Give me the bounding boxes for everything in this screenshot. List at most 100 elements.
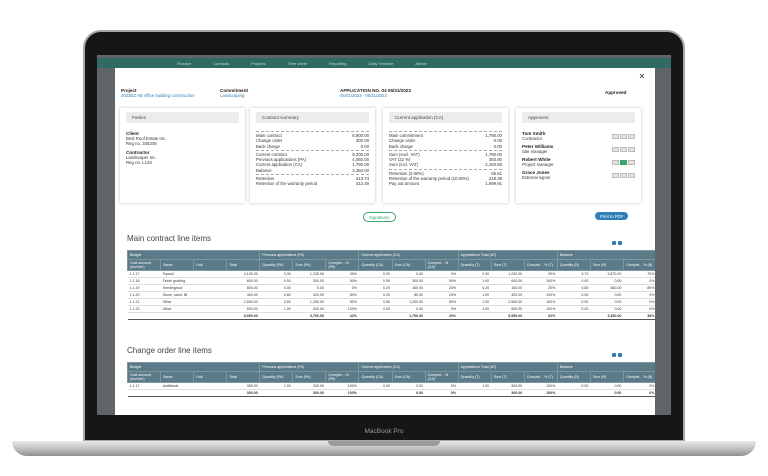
column-header: Total	[226, 371, 261, 383]
table-cell: 1.1.17	[127, 270, 161, 278]
approver-name: Peter Williams	[522, 144, 554, 149]
card-title: Current application (CA)	[389, 112, 502, 123]
contract-summary-card: Contract summary Main contract 8,900.00 Cha…	[250, 108, 375, 203]
summary-group: Main contract 8,900.00 Change order 300.00 B…	[256, 131, 369, 149]
approver-name: Grace Jones	[522, 170, 550, 175]
table-cell: 600.00	[226, 277, 260, 285]
commitment-link[interactable]: Landscaping	[220, 93, 245, 98]
summary-label: Pay out amount	[389, 181, 420, 187]
table-cell: 1.1.17	[127, 382, 161, 390]
table-cell: 100%	[524, 298, 558, 306]
table-cell: 0%	[623, 382, 655, 390]
summary-label: Back charge	[256, 143, 280, 149]
approver-role: External signer	[522, 175, 551, 180]
table-cell: 50%	[325, 277, 359, 285]
column-header: Quantity (CA)	[358, 371, 393, 383]
table-cell: 0.50	[259, 277, 293, 285]
nav-item[interactable]: Time sheet	[287, 60, 308, 66]
table-cell: 0%	[425, 305, 459, 313]
nav-item[interactable]: Finance	[177, 60, 192, 66]
table-cell: 0.70	[557, 270, 591, 278]
card-title: Parties	[126, 112, 239, 123]
summary-row: Change order 0.00	[389, 138, 502, 143]
table-cell: 300.00	[292, 389, 326, 397]
nav-item[interactable]: Admin	[415, 60, 427, 66]
column-header: Cost account (number)	[127, 259, 162, 271]
table-cell	[193, 291, 227, 299]
summary-value: 0.00	[493, 138, 502, 144]
signatures-button[interactable]: Signatures	[363, 212, 396, 222]
action-icon[interactable]	[620, 146, 627, 152]
approver-text: Peter Williams Site manager	[522, 144, 553, 154]
table-cell: 320.00	[292, 291, 326, 299]
party: Client Best Roof Estate Inc. Reg no. 34534…	[126, 131, 239, 146]
table-cell: 1.1.22	[127, 305, 161, 313]
column-header: Sum (T)	[490, 371, 525, 383]
action-icon[interactable]	[612, 172, 619, 178]
project-link[interactable]: 2023EZ AB office building construction	[121, 93, 195, 98]
nav-item[interactable]: Contacts	[213, 60, 230, 66]
table-cell: Finish grading	[160, 277, 194, 285]
nav-item[interactable]: Reporting	[329, 60, 347, 66]
table-cell: 1.00	[458, 291, 492, 299]
action-icon[interactable]	[620, 172, 627, 178]
table-icon[interactable]	[612, 241, 616, 245]
table-cell: 0.30	[458, 270, 492, 278]
table-cell	[127, 312, 161, 320]
header-group: Budget	[127, 250, 261, 260]
laptop-base	[12, 441, 756, 456]
table-cell: 100%	[325, 305, 359, 313]
table-cell: 50%	[325, 298, 359, 306]
table-cell: 20%	[425, 291, 459, 299]
table-cell: 0.20	[358, 291, 392, 299]
action-icon[interactable]	[612, 159, 619, 165]
approver: Grace Jones External signer	[522, 170, 635, 180]
action-icon[interactable]	[628, 146, 635, 152]
table-cell: 62%	[524, 312, 558, 320]
summary-value: 312.49	[355, 181, 369, 187]
summary-label: Current contract	[256, 151, 287, 157]
action-icon[interactable]	[612, 146, 619, 152]
action-icon[interactable]	[620, 133, 627, 139]
nav-item[interactable]: Projects	[251, 60, 266, 66]
table-icon[interactable]	[612, 353, 616, 357]
action-icon[interactable]	[628, 133, 635, 139]
table-cell: 400.00	[226, 291, 260, 299]
action-icon[interactable]	[620, 159, 627, 165]
column-header: Quantity (B)	[556, 259, 591, 271]
approver: Peter Williams Site manager	[522, 144, 635, 154]
header-group: Budget	[127, 362, 261, 372]
table-cell: 1.00	[259, 382, 293, 390]
close-button[interactable]	[639, 73, 645, 79]
column-header: Name	[160, 259, 195, 271]
table-row: 1.1.18 Finish grading 600.00 0.50 300.00 50% 0…	[127, 277, 655, 285]
approver-actions	[612, 146, 635, 152]
table-icon[interactable]	[618, 241, 622, 245]
action-icon[interactable]	[628, 159, 635, 165]
table-cell	[160, 312, 194, 320]
table-cell	[160, 389, 194, 397]
table-cell: 0.00	[590, 382, 624, 390]
table-cell: 30%	[325, 270, 359, 278]
table-cell	[259, 312, 293, 320]
table-cell: 100%	[524, 305, 558, 313]
current-application-card: Current application (CA) Main commitment 1…	[383, 108, 508, 203]
nav-item[interactable]: Daily Timeline	[368, 60, 394, 66]
line-items-table: Budget Previous applications (PA) Current …	[127, 362, 655, 397]
table-cell: 300.00	[226, 389, 260, 397]
party-reg: Reg no. 345345	[126, 141, 157, 146]
table-cell	[193, 312, 227, 320]
summary-label: Main commitment	[389, 133, 423, 138]
summary-value: 3,350.00	[352, 167, 369, 173]
action-icon[interactable]	[628, 172, 635, 178]
approver-role: Site manager	[522, 149, 548, 154]
table-cell: 1.00	[458, 298, 492, 306]
header-group: Balance	[556, 362, 655, 372]
print-button[interactable]: Print to PDF	[595, 212, 629, 220]
table-title: Main contract line items	[127, 234, 212, 243]
table-cell	[193, 270, 227, 278]
column-header: Sum (PA)	[292, 371, 327, 383]
action-icon[interactable]	[612, 133, 619, 139]
table-icon[interactable]	[618, 353, 622, 357]
header-group-row: Budget Previous applications (PA) Current …	[127, 250, 655, 260]
